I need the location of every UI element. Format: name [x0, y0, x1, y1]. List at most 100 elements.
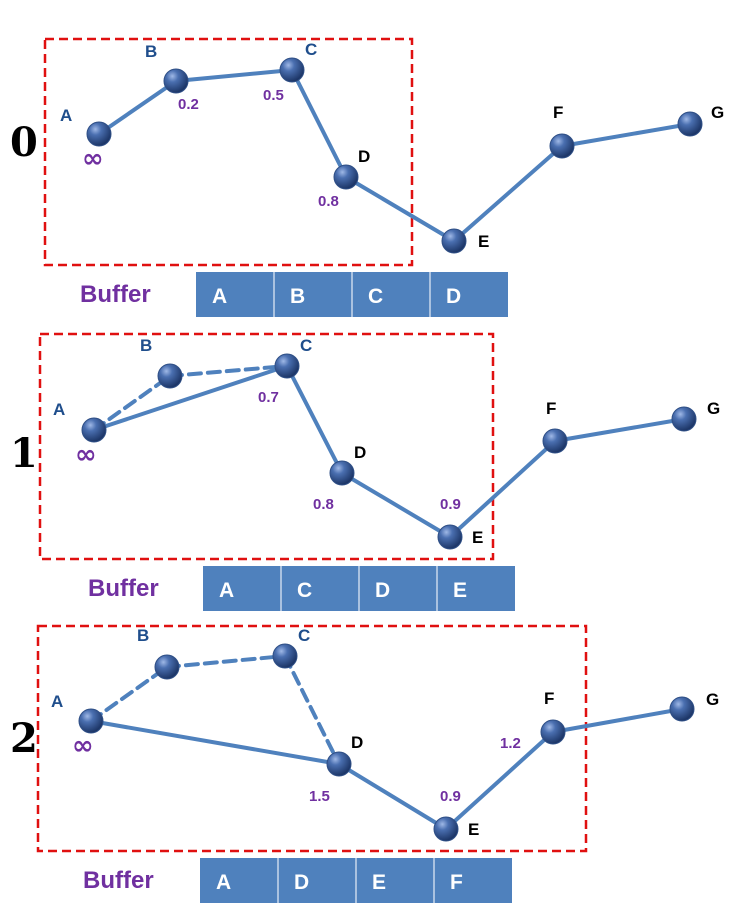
- node-B: [163, 68, 189, 94]
- edge-E-F: [448, 439, 557, 539]
- node-G: [671, 406, 697, 432]
- edge-A-D: [89, 719, 341, 766]
- weight-C: 0.5: [263, 87, 284, 104]
- node-D: [326, 751, 352, 777]
- node-G: [669, 696, 695, 722]
- node-label-E: E: [478, 232, 489, 251]
- buffer-cell: [200, 858, 278, 903]
- node-label-B: B: [137, 626, 149, 645]
- weight-D: 1.5: [309, 788, 330, 805]
- buffer-title: Buffer: [88, 575, 159, 602]
- edge-A-B-removed: [92, 374, 172, 432]
- node-label-A: A: [53, 400, 65, 419]
- buffer-cell: [359, 566, 437, 611]
- buffer-cell-label: F: [450, 871, 463, 894]
- node-C: [279, 57, 305, 83]
- node-label-F: F: [553, 103, 563, 122]
- node-D: [333, 164, 359, 190]
- weight-F: 1.2: [500, 735, 521, 752]
- weight-A: ∞: [82, 144, 104, 174]
- buffer-cells: A B C D: [196, 272, 508, 317]
- panel-step-0: 0 A B C D E F G ∞ 0.2 0.5 0.8 Buffer A B C D: [10, 37, 724, 317]
- edge-F-G: [551, 707, 684, 734]
- edge-E-F: [444, 730, 555, 831]
- edge-D-E: [344, 175, 456, 243]
- edge-F-G: [560, 122, 692, 148]
- node-label-D: D: [354, 443, 366, 462]
- buffer-cell-label: E: [453, 579, 467, 602]
- buffer-cell-label: E: [372, 871, 386, 894]
- buffer-cell-label: D: [446, 285, 461, 308]
- node-label-C: C: [305, 40, 317, 59]
- sliding-window-box: [43, 37, 414, 267]
- node-B: [157, 363, 183, 389]
- edge-D-E: [340, 471, 452, 539]
- node-label-F: F: [544, 689, 554, 708]
- buffer-cell: [430, 272, 508, 317]
- buffer-cell: [278, 858, 356, 903]
- node-A: [78, 708, 104, 734]
- weight-A: ∞: [72, 731, 94, 761]
- node-label-A: A: [60, 106, 72, 125]
- buffer-cell-label: C: [368, 285, 383, 308]
- node-A: [86, 121, 112, 147]
- edge-A-B-removed: [89, 665, 169, 723]
- edge-C-D-removed: [283, 654, 341, 766]
- node-label-C: C: [300, 336, 312, 355]
- buffer-cell-label: A: [216, 871, 231, 894]
- node-label-A: A: [51, 692, 63, 711]
- buffer-title: Buffer: [83, 867, 154, 894]
- buffer-cell-label: A: [219, 579, 234, 602]
- edge-A-B: [97, 79, 178, 136]
- buffer-cell: [196, 272, 274, 317]
- node-label-D: D: [358, 147, 370, 166]
- buffer-cell: [352, 272, 430, 317]
- buffer-cell: [203, 566, 281, 611]
- step-number: 2: [10, 715, 38, 762]
- buffer-cell-label: B: [290, 285, 305, 308]
- node-label-D: D: [351, 733, 363, 752]
- node-A: [81, 417, 107, 443]
- node-label-B: B: [140, 336, 152, 355]
- buffer-cell-label: A: [212, 285, 227, 308]
- weight-D: 0.8: [313, 496, 334, 513]
- edge-F-G: [553, 417, 686, 443]
- node-E: [433, 816, 459, 842]
- edge-B-C-removed: [168, 364, 289, 378]
- node-label-F: F: [546, 399, 556, 418]
- edge-A-C: [92, 364, 289, 432]
- buffer-cell: [281, 566, 359, 611]
- weight-A: ∞: [75, 440, 97, 470]
- step-number: 1: [10, 430, 38, 477]
- node-G: [677, 111, 703, 137]
- weight-D: 0.8: [318, 193, 339, 210]
- edge-B-C: [174, 68, 294, 83]
- sliding-window-box: [36, 624, 588, 853]
- buffer-cell: [437, 566, 515, 611]
- edge-D-E: [337, 762, 448, 831]
- node-label-C: C: [298, 626, 310, 645]
- node-E: [441, 228, 467, 254]
- node-label-B: B: [145, 42, 157, 61]
- node-F: [540, 719, 566, 745]
- buffer-cell: [356, 858, 434, 903]
- buffer-cell: [434, 858, 512, 903]
- node-E: [437, 524, 463, 550]
- node-F: [542, 428, 568, 454]
- sliding-window-box: [38, 332, 495, 561]
- node-C: [272, 643, 298, 669]
- weight-B: 0.2: [178, 96, 199, 113]
- node-label-G: G: [707, 399, 720, 418]
- edge-E-F: [452, 144, 564, 243]
- node-label-E: E: [472, 528, 483, 547]
- weight-E: 0.9: [440, 496, 461, 513]
- buffer-cell-label: C: [297, 579, 312, 602]
- edge-B-C-removed: [165, 654, 287, 669]
- node-label-G: G: [711, 103, 724, 122]
- node-D: [329, 460, 355, 486]
